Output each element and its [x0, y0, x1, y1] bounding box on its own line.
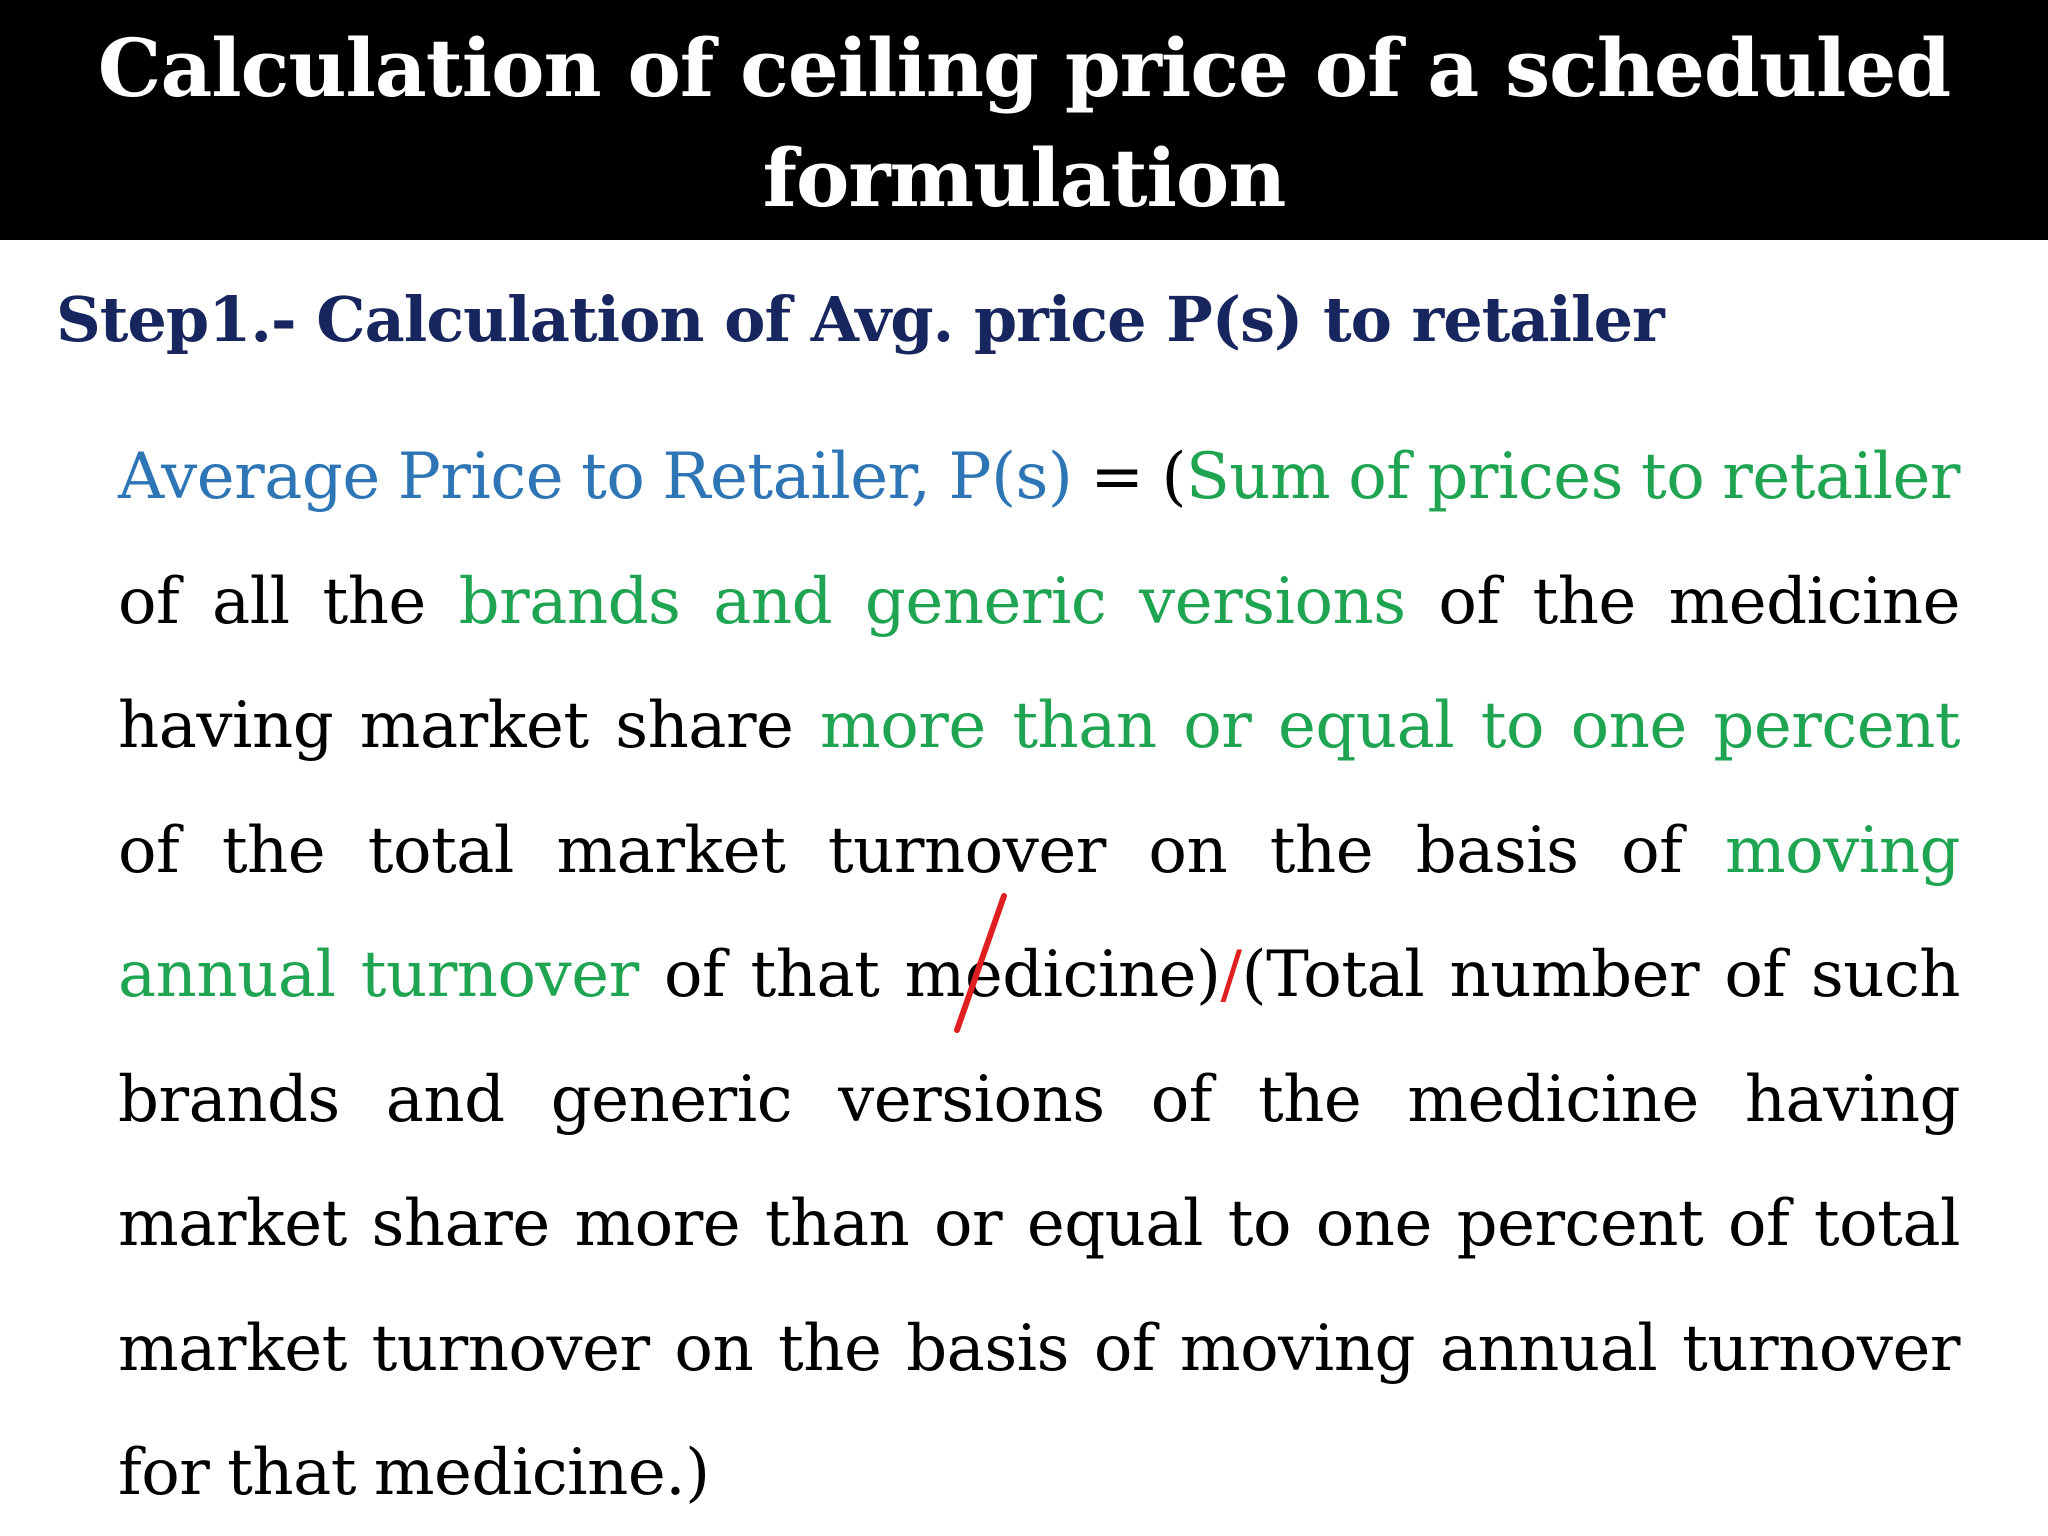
formula-text-3: of the total market turnover on the basi… — [118, 813, 1725, 888]
formula-text-2: of the medicine having market share — [118, 564, 1961, 764]
formula-text-4: of that medicine) — [638, 938, 1221, 1012]
step-heading: Step1.- Calculation of Avg. price P(s) t… — [56, 283, 1665, 356]
slide-title-bar: Calculation of ceiling price of a schedu… — [0, 0, 2048, 240]
formula-equals: = ( — [1072, 440, 1186, 514]
formula-highlight-sum-prices: Sum of prices to retailer — [1185, 440, 1961, 514]
formula-paragraph: Average Price to Retailer, P(s) = (Sum o… — [118, 415, 1961, 1536]
formula-division-slash: / — [1220, 938, 1243, 1012]
formula-lhs: Average Price to Retailer, P(s) — [118, 440, 1073, 514]
slide-title-line-1: Calculation of ceiling price of a schedu… — [97, 21, 1951, 115]
formula-highlight-market-share: more than or equal to one percent — [820, 689, 1960, 763]
slide-title-line-2: formulation — [762, 131, 1287, 225]
formula-highlight-mat: moving annual turnover — [118, 813, 1961, 1013]
formula-highlight-brands: brands and generic versions — [458, 564, 1406, 639]
formula-text-5: (Total number of such brands and generic… — [118, 938, 1961, 1510]
formula-text-1: of all the — [118, 564, 459, 639]
